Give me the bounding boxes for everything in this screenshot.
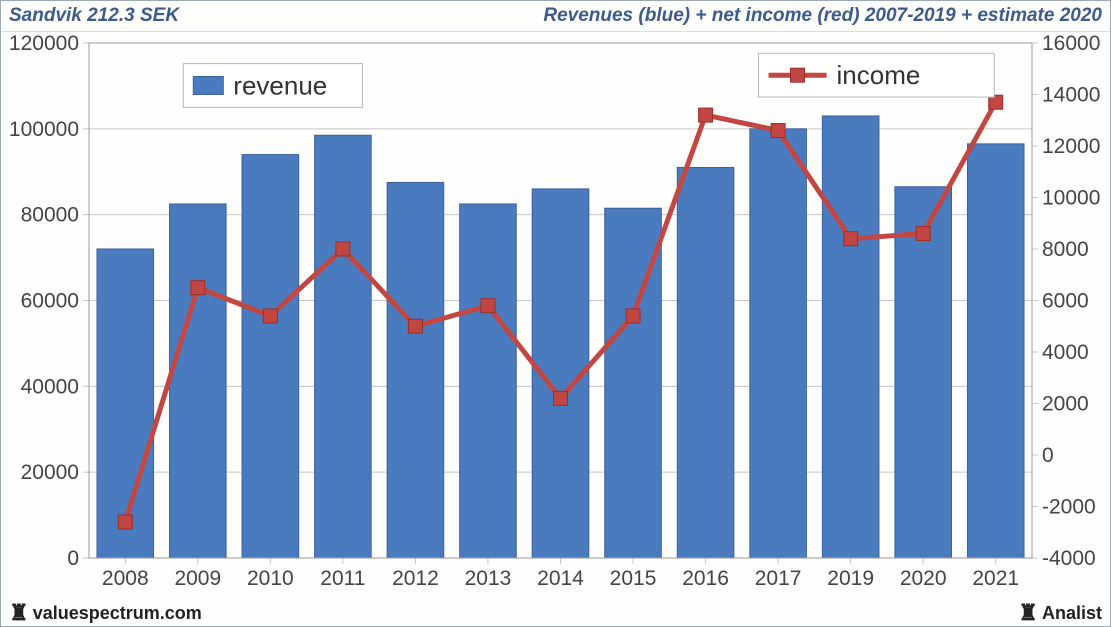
xlabel: 2012 [392, 567, 439, 590]
xlabel: 2016 [682, 567, 729, 590]
ylabel-right: -4000 [1042, 547, 1096, 570]
legend-revenue-swatch [193, 76, 223, 94]
xlabel: 2009 [174, 567, 221, 590]
revenue-bar [97, 249, 154, 558]
footer-right: ♜Analist [1018, 602, 1102, 624]
ylabel-left: 60000 [21, 290, 79, 313]
income-marker [408, 319, 422, 333]
revenue-bar [822, 116, 879, 558]
xlabel: 2013 [465, 567, 512, 590]
income-marker [771, 124, 785, 138]
footer-left: ♜valuespectrum.com [9, 602, 202, 624]
footer-left-text: valuespectrum.com [33, 603, 202, 623]
xlabel: 2019 [827, 567, 874, 590]
legend-revenue-label: revenue [233, 70, 327, 100]
income-marker [844, 232, 858, 246]
ylabel-left: 120000 [9, 32, 79, 55]
revenue-bar [387, 182, 444, 558]
ylabel-left: 0 [67, 547, 79, 570]
revenue-bar [242, 155, 299, 558]
ylabel-left: 40000 [21, 375, 79, 398]
income-marker [118, 515, 132, 529]
xlabel: 2021 [972, 567, 1019, 590]
revenue-bar [677, 167, 734, 558]
header-left: Sandvik 212.3 SEK [9, 5, 179, 27]
ylabel-right: 6000 [1042, 290, 1089, 313]
xlabel: 2011 [320, 567, 365, 590]
ylabel-right: 8000 [1042, 238, 1089, 261]
revenue-bar [460, 204, 517, 558]
revenue-bar [967, 144, 1024, 558]
rook-icon: ♜ [1018, 602, 1038, 624]
revenue-bar [315, 135, 372, 558]
ylabel-left: 20000 [21, 461, 79, 484]
income-marker [191, 281, 205, 295]
footer: ♜valuespectrum.com ♜Analist [1, 596, 1110, 626]
xlabel: 2017 [755, 567, 802, 590]
ylabel-right: 12000 [1042, 135, 1100, 158]
ylabel-left: 100000 [9, 118, 79, 141]
revenue-bar [750, 129, 807, 558]
ylabel-right: 0 [1042, 444, 1054, 467]
legend-income-label: income [837, 60, 921, 90]
revenue-bar [895, 187, 952, 558]
footer-right-text: Analist [1042, 603, 1102, 623]
ylabel-right: 4000 [1042, 341, 1089, 364]
xlabel: 2020 [900, 567, 947, 590]
xlabel: 2008 [102, 567, 149, 590]
chart-area: 020000400006000080000100000120000-4000-2… [1, 31, 1110, 598]
header: Sandvik 212.3 SEK Revenues (blue) + net … [1, 1, 1110, 32]
chart-frame: Sandvik 212.3 SEK Revenues (blue) + net … [0, 0, 1111, 627]
ylabel-right: 16000 [1042, 32, 1100, 55]
ylabel-right: 2000 [1042, 393, 1089, 416]
rook-icon: ♜ [9, 602, 29, 624]
xlabel: 2015 [610, 567, 657, 590]
income-marker [554, 391, 568, 405]
ylabel-right: -2000 [1042, 496, 1096, 519]
income-marker [481, 299, 495, 313]
income-marker [699, 108, 713, 122]
ylabel-right: 10000 [1042, 187, 1100, 210]
xlabel: 2014 [537, 567, 584, 590]
header-right: Revenues (blue) + net income (red) 2007-… [543, 5, 1102, 27]
revenue-bar [170, 204, 227, 558]
income-marker [336, 242, 350, 256]
ylabel-left: 80000 [21, 204, 79, 227]
income-marker [263, 309, 277, 323]
chart-svg: 020000400006000080000100000120000-4000-2… [1, 31, 1110, 598]
xlabel: 2010 [247, 567, 294, 590]
ylabel-right: 14000 [1042, 84, 1100, 107]
income-marker [916, 227, 930, 241]
income-marker [626, 309, 640, 323]
legend-income-marker [791, 68, 805, 82]
